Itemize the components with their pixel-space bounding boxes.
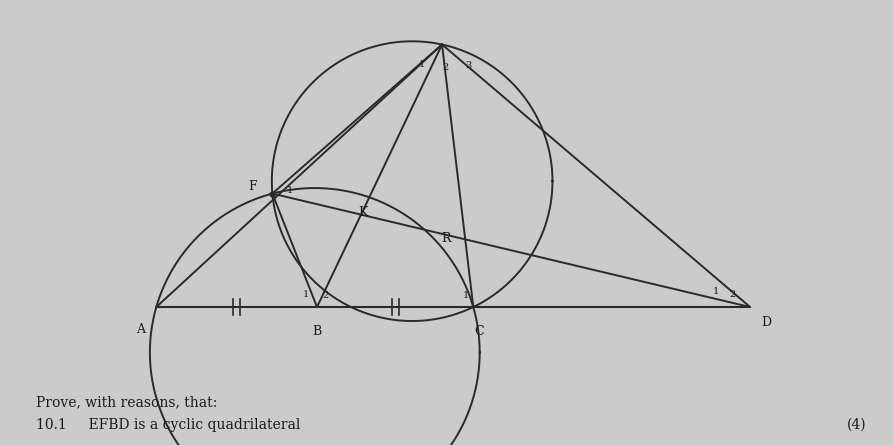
- Text: (4): (4): [847, 418, 866, 432]
- Text: C: C: [475, 325, 484, 338]
- Text: 1: 1: [714, 287, 719, 295]
- Text: F: F: [248, 180, 257, 193]
- Text: 2: 2: [323, 291, 329, 300]
- Text: K: K: [358, 206, 367, 219]
- Text: 1: 1: [463, 291, 469, 300]
- Text: B: B: [313, 325, 321, 338]
- Text: Prove, with reasons, that:: Prove, with reasons, that:: [36, 396, 217, 410]
- Text: 3: 3: [466, 61, 472, 70]
- Text: 10.1     EFBD is a cyclic quadrilateral: 10.1 EFBD is a cyclic quadrilateral: [36, 418, 300, 432]
- Text: 2: 2: [730, 290, 735, 299]
- Text: 1: 1: [288, 186, 293, 195]
- Text: 2: 2: [443, 63, 448, 72]
- Text: D: D: [761, 316, 772, 329]
- Text: A: A: [136, 323, 145, 336]
- Text: 1: 1: [420, 60, 425, 69]
- Text: 1: 1: [304, 290, 309, 299]
- Text: R: R: [442, 231, 451, 245]
